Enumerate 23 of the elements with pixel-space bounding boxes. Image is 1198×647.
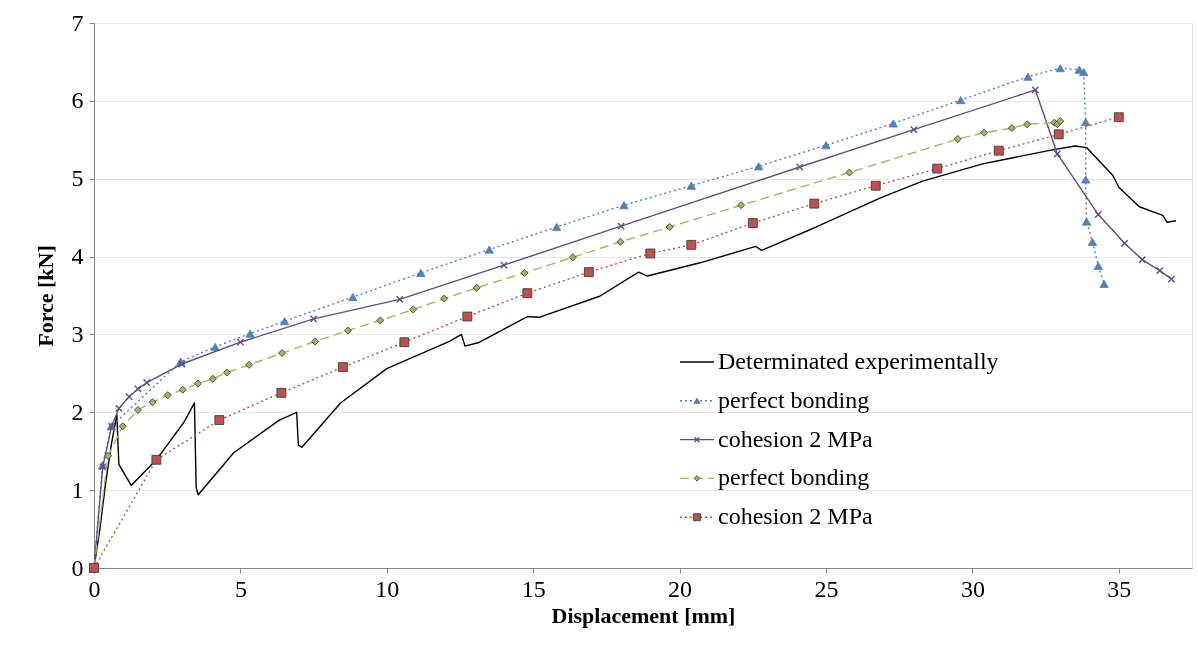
legend-label: cohesion 2 MPa bbox=[718, 503, 873, 530]
x-tick-label: 20 bbox=[668, 575, 693, 602]
y-tick-label: 1 bbox=[71, 476, 84, 503]
legend-label: cohesion 2 MPa bbox=[718, 425, 873, 452]
y-axis-title: Force [kN] bbox=[32, 245, 58, 347]
legend-label: Determinated experimentally bbox=[718, 348, 999, 374]
legend-label: perfect bonding bbox=[718, 464, 870, 491]
x-tick-label: 10 bbox=[375, 575, 400, 602]
y-tick-label: 2 bbox=[71, 398, 84, 425]
x-tick-label: 35 bbox=[1107, 575, 1132, 602]
x-tick-label: 15 bbox=[521, 575, 546, 602]
x-axis-title: Displacement [mm] bbox=[551, 602, 736, 628]
legend-label: perfect bonding bbox=[718, 386, 870, 413]
y-tick-label: 0 bbox=[71, 554, 84, 581]
x-tick-label: 5 bbox=[234, 575, 247, 602]
y-tick-label: 5 bbox=[71, 165, 84, 192]
x-tick-label: 0 bbox=[88, 575, 101, 602]
y-tick-label: 3 bbox=[71, 320, 84, 347]
y-tick-label: 6 bbox=[71, 87, 84, 114]
x-tick-label: 30 bbox=[960, 575, 985, 602]
y-tick-label: 7 bbox=[71, 9, 84, 36]
y-tick-label: 4 bbox=[71, 243, 84, 270]
x-tick-label: 25 bbox=[814, 575, 839, 602]
